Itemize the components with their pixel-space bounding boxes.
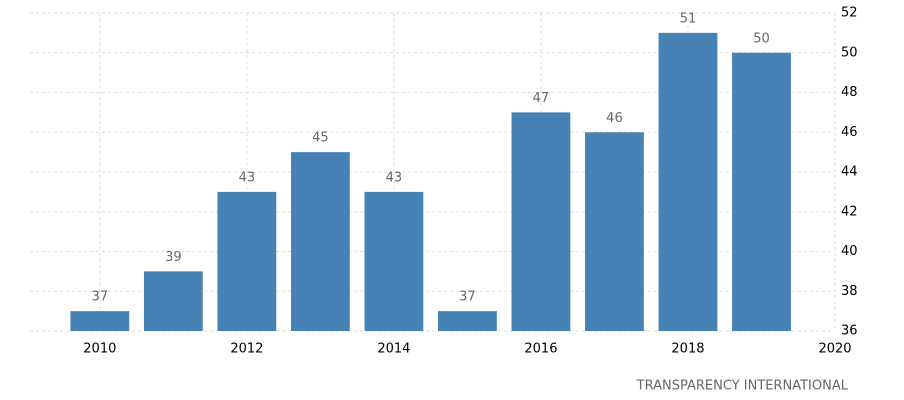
value-label: 46 [606, 111, 623, 126]
bar [290, 152, 350, 331]
bar [217, 191, 277, 331]
bar [438, 311, 497, 331]
x-tick-label: 2014 [377, 342, 410, 357]
bar [70, 311, 130, 331]
y-tick-label: 44 [841, 165, 858, 180]
value-label: 45 [312, 131, 329, 146]
y-tick-label: 42 [841, 204, 858, 219]
y-tick-label: 40 [841, 244, 858, 259]
y-tick-label: 36 [841, 324, 858, 339]
x-tick-label: 2010 [83, 342, 116, 357]
value-label: 51 [680, 11, 697, 26]
y-tick-label: 52 [841, 6, 858, 21]
value-label: 50 [753, 31, 770, 46]
y-tick-label: 46 [841, 125, 858, 140]
bar [143, 271, 203, 331]
source: TRANSPARENCY INTERNATIONAL [636, 379, 849, 394]
y-tick-label: 38 [841, 284, 858, 299]
bar [585, 132, 644, 331]
bar [658, 32, 718, 331]
y-tick-label: 48 [841, 85, 858, 100]
bar [732, 52, 791, 331]
value-label: 37 [92, 290, 109, 305]
bar [364, 191, 424, 331]
value-label: 37 [459, 290, 476, 305]
x-tick-label: 2018 [671, 342, 704, 357]
y-tick-label: 50 [841, 45, 858, 60]
value-label: 47 [533, 91, 550, 106]
x-tick-label: 2012 [230, 342, 263, 357]
x-tick-label: 2016 [524, 342, 557, 357]
x-tick-label: 2020 [818, 342, 851, 357]
value-label: 43 [239, 170, 256, 185]
value-label: 43 [386, 170, 403, 185]
bar [511, 112, 571, 331]
value-label: 39 [165, 250, 182, 265]
